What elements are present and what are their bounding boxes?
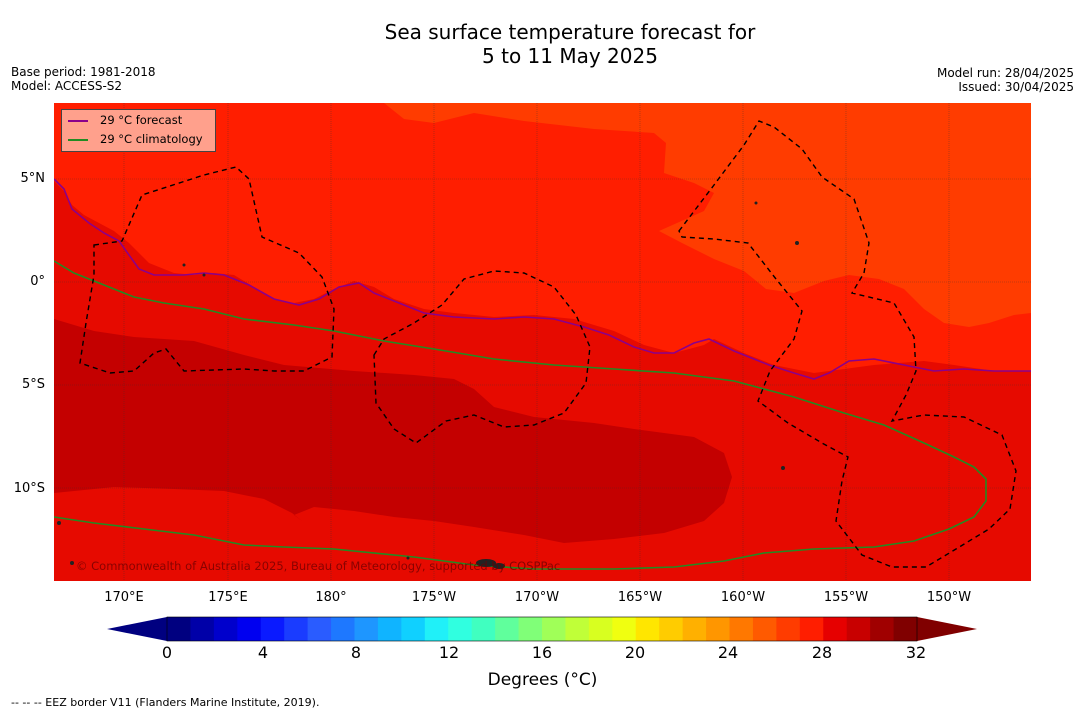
colorbar-cell <box>752 617 777 641</box>
title-line-2: 5 to 11 May 2025 <box>482 44 658 68</box>
model-run: Model run: 28/04/2025 <box>936 66 1074 80</box>
meta-left: Base period: 1981-2018 Model: ACCESS-S2 <box>11 65 156 93</box>
sst-map-canvas <box>54 103 1031 581</box>
colorbar-cell <box>542 617 567 641</box>
colorbar-cell <box>471 617 496 641</box>
issued-date: Issued: 30/04/2025 <box>958 80 1074 94</box>
colorbar-cell <box>565 617 590 641</box>
colorbar-cell <box>612 617 637 641</box>
meta-right: Model run: 28/04/2025 Issued: 30/04/2025 <box>937 66 1074 94</box>
colorbar-cell <box>401 617 426 641</box>
lat-label-5n: 5°N <box>20 171 46 186</box>
colorbar-tick: 12 <box>438 643 460 662</box>
lon-label: 165°W <box>617 590 663 605</box>
title-line-1: Sea surface temperature forecast for <box>384 20 756 44</box>
colorbar-cell <box>424 617 449 641</box>
sst-field-30 <box>54 319 732 543</box>
islands <box>57 201 799 569</box>
colorbar-cell <box>331 617 356 641</box>
map-legend: 29 °C forecast 29 °C climatology <box>61 109 216 152</box>
colorbar-cell <box>588 617 613 641</box>
colorbar-cell <box>518 617 543 641</box>
lon-label: 155°W <box>823 590 869 605</box>
lon-label: 150°W <box>926 590 972 605</box>
colorbar-tick: 4 <box>257 643 269 662</box>
graticule <box>54 103 1031 581</box>
lon-label: 170°W <box>514 590 560 605</box>
forecast-29c-contour <box>54 178 1031 380</box>
colorbar-outline <box>166 616 918 642</box>
colorbar-cell <box>659 617 684 641</box>
colorbar-cell <box>495 617 520 641</box>
colorbar-cell <box>729 617 754 641</box>
base-period: Base period: 1981-2018 <box>11 65 156 79</box>
colorbar-cell <box>284 617 309 641</box>
climatology-line-swatch <box>68 138 88 141</box>
colorbar-cell <box>237 617 262 641</box>
colorbar-cell <box>213 617 238 641</box>
lat-label-5s: 5°S <box>21 377 45 392</box>
lat-label-eq: 0° <box>30 274 45 289</box>
chart-title: Sea surface temperature forecast for 5 t… <box>0 20 1085 68</box>
colorbar-tick: 24 <box>717 643 739 662</box>
colorbar <box>107 616 977 642</box>
colorbar-cell <box>893 617 918 641</box>
colorbar-cell <box>448 617 473 641</box>
colorbar-cell <box>190 617 215 641</box>
colorbar-cell <box>682 617 707 641</box>
colorbar-cell <box>706 617 731 641</box>
colorbar-tick: 20 <box>624 643 646 662</box>
colorbar-cell <box>377 617 402 641</box>
colorbar-cell <box>870 617 895 641</box>
legend-forecast-label: 29 °C forecast <box>100 113 183 127</box>
lon-label: 160°W <box>720 590 766 605</box>
lon-label: 175°E <box>208 590 248 605</box>
colorbar-tick: 8 <box>350 643 362 662</box>
colorbar-cell <box>846 617 871 641</box>
eez-borders <box>79 120 1017 568</box>
colorbar-cell <box>307 617 332 641</box>
colorbar-cell <box>167 617 192 641</box>
colorbar-cell <box>799 617 824 641</box>
climatology-29c-contour <box>54 260 987 570</box>
colorbar-tick: 16 <box>531 643 553 662</box>
colorbar-tick: 28 <box>811 643 833 662</box>
sst-map: 29 °C forecast 29 °C climatology © Commo… <box>54 103 1031 581</box>
colorbar-cell <box>260 617 285 641</box>
colorbar-tick: 0 <box>161 643 173 662</box>
copyright-notice: © Commonwealth of Australia 2025, Bureau… <box>76 559 561 573</box>
colorbar-cell <box>354 617 379 641</box>
colorbar-tick: 32 <box>905 643 927 662</box>
colorbar-cell <box>776 617 801 641</box>
lat-label-10s: 10°S <box>13 481 45 496</box>
colorbar-high-extend <box>917 617 977 641</box>
colorbar-cell <box>635 617 660 641</box>
colorbar-title: Degrees (°C) <box>487 670 598 690</box>
colorbar-cell <box>823 617 848 641</box>
legend-climatology-label: 29 °C climatology <box>100 132 203 146</box>
legend-climatology: 29 °C climatology <box>68 131 203 147</box>
model-name: Model: ACCESS-S2 <box>11 79 123 93</box>
lon-label: 175°W <box>411 590 457 605</box>
colorbar-low-extend <box>107 617 167 641</box>
legend-forecast: 29 °C forecast <box>68 112 182 128</box>
sst-field-27 <box>384 103 1031 327</box>
eez-footnote: -- -- -- EEZ border V11 (Flanders Marine… <box>11 696 320 709</box>
lon-label: 170°E <box>104 590 144 605</box>
lon-label: 180° <box>315 590 347 605</box>
forecast-line-swatch <box>68 119 88 122</box>
